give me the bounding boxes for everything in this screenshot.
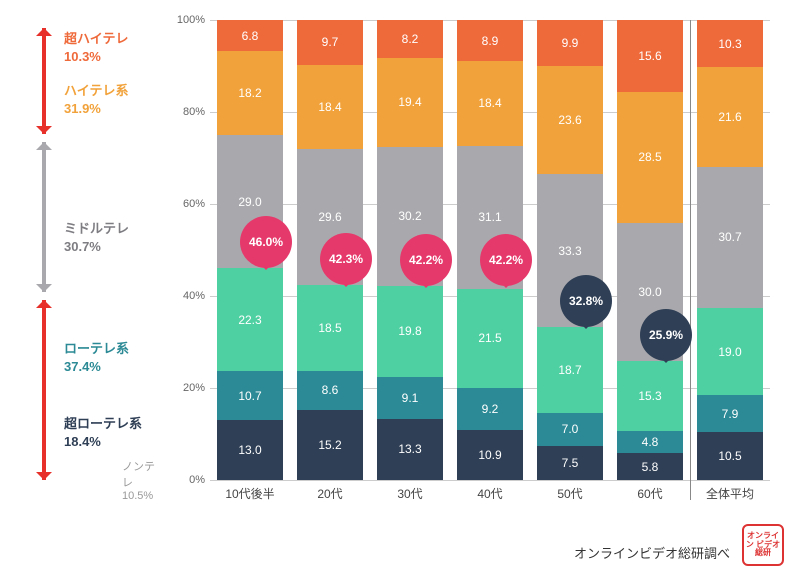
- legend-label: 超ハイテレ: [64, 31, 128, 46]
- bar-segment: 13.0: [217, 420, 283, 480]
- bar-slot: 7.57.018.733.323.69.950代: [530, 20, 610, 480]
- y-tick-label: 80%: [170, 106, 205, 118]
- bar-segment: 8.6: [297, 371, 363, 411]
- arrow-line: [42, 28, 46, 134]
- separator: [690, 20, 691, 500]
- legend-nontere: ノンテレ 10.5%: [122, 458, 164, 502]
- bar-segment: 8.2: [377, 20, 443, 58]
- callout-bubble: 46.0%: [240, 216, 292, 268]
- bar-segment: 10.9: [457, 430, 523, 480]
- stacked-bar: 7.57.018.733.323.69.9: [537, 20, 603, 480]
- callout-bubble: 25.9%: [640, 309, 692, 361]
- bar-slot: 10.57.919.030.721.610.3全体平均: [690, 20, 770, 480]
- bar-segment: 9.1: [377, 377, 443, 419]
- bar-segment: 13.3: [377, 419, 443, 480]
- x-tick-label: 40代: [450, 485, 530, 502]
- legend-label: ハイテレ系: [64, 83, 128, 98]
- bar-segment: 9.9: [537, 20, 603, 66]
- arrow-line: [42, 300, 46, 480]
- bar-segment: 10.5: [697, 432, 763, 480]
- stacked-bar: 5.84.815.330.028.515.6: [617, 20, 683, 480]
- bar-segment: 10.3: [697, 20, 763, 67]
- plot: 0%20%40%60%80%100% 13.010.722.329.018.26…: [210, 20, 770, 480]
- arrow-line: [42, 142, 46, 292]
- legend-pct: 37.4%: [64, 359, 101, 374]
- legend-label: 超ローテレ系: [64, 416, 142, 431]
- x-tick-label: 30代: [370, 485, 450, 502]
- legend-panel: 超ハイテレ 10.3% ハイテレ系 31.9% ミドルテレ 30.7% ローテレ系 37.4%…: [14, 20, 164, 510]
- x-tick-label: 10代後半: [210, 485, 290, 502]
- bar-segment: 21.5: [457, 289, 523, 388]
- y-tick-label: 40%: [170, 290, 205, 302]
- bar-segment: 18.5: [297, 285, 363, 370]
- legend-label: ミドルテレ: [64, 221, 129, 236]
- bar-segment: 7.5: [537, 446, 603, 481]
- bar-segment: 19.0: [697, 308, 763, 395]
- callout-bubble: 42.2%: [480, 234, 532, 286]
- bar-segment: 7.9: [697, 395, 763, 431]
- callout-bubble: 42.2%: [400, 234, 452, 286]
- legend-item: ハイテレ系 31.9%: [64, 82, 128, 118]
- callout-bubble: 32.8%: [560, 275, 612, 327]
- y-tick-label: 20%: [170, 382, 205, 394]
- grid-line: [210, 480, 770, 481]
- bar-segment: 18.4: [457, 61, 523, 146]
- bar-segment: 4.8: [617, 431, 683, 453]
- arrow-head-down-icon: [36, 472, 52, 488]
- legend-item: 超ローテレ系 18.4%: [64, 415, 142, 451]
- x-tick-label: 50代: [530, 485, 610, 502]
- legend-item: 超ハイテレ 10.3%: [64, 30, 128, 66]
- stamp-icon: オンライン ビデオ 総研: [742, 524, 784, 566]
- footer-credit: オンラインビデオ総研調べ: [574, 543, 730, 562]
- nontere-pct: 10.5%: [122, 490, 153, 502]
- bar-segment: 15.2: [297, 410, 363, 480]
- bar-segment: 30.7: [697, 167, 763, 308]
- bar-segment: 28.5: [617, 92, 683, 223]
- bar-segment: 21.6: [697, 67, 763, 166]
- y-tick-label: 0%: [170, 474, 205, 486]
- bar-segment: 8.9: [457, 20, 523, 61]
- legend-pct: 10.3%: [64, 49, 101, 64]
- bar-segment: 18.7: [537, 327, 603, 413]
- legend-label: ローテレ系: [64, 341, 129, 356]
- bar-segment: 5.8: [617, 453, 683, 480]
- arrow-head-up-icon: [36, 134, 52, 150]
- bar-segment: 18.2: [217, 51, 283, 135]
- bar-segment: 9.7: [297, 20, 363, 65]
- bar-segment: 19.8: [377, 286, 443, 377]
- legend-item: ローテレ系 37.4%: [64, 340, 129, 376]
- bar-segment: 9.2: [457, 388, 523, 430]
- bar-segment: 23.6: [537, 66, 603, 175]
- nontere-label: ノンテレ: [122, 461, 155, 489]
- x-tick-label: 60代: [610, 485, 690, 502]
- y-tick-label: 60%: [170, 198, 205, 210]
- arrow-head-up-icon: [36, 20, 52, 36]
- x-tick-label: 20代: [290, 485, 370, 502]
- bar-segment: 19.4: [377, 58, 443, 147]
- stacked-bar: 10.57.919.030.721.610.3: [697, 20, 763, 480]
- legend-pct: 18.4%: [64, 434, 101, 449]
- x-tick-label: 全体平均: [690, 485, 770, 502]
- bar-slot: 5.84.815.330.028.515.660代: [610, 20, 690, 480]
- bar-segment: 6.8: [217, 20, 283, 51]
- bar-segment: 10.7: [217, 371, 283, 420]
- y-tick-label: 100%: [170, 14, 205, 26]
- bar-segment: 15.3: [617, 361, 683, 431]
- bar-segment: 22.3: [217, 268, 283, 371]
- legend-pct: 31.9%: [64, 101, 101, 116]
- bar-segment: 7.0: [537, 413, 603, 445]
- legend-pct: 30.7%: [64, 239, 101, 254]
- chart-area: 0%20%40%60%80%100% 13.010.722.329.018.26…: [170, 20, 770, 510]
- bar-segment: 15.6: [617, 20, 683, 92]
- arrow-head-up-icon: [36, 292, 52, 308]
- bar-segment: 18.4: [297, 65, 363, 150]
- legend-item: ミドルテレ 30.7%: [64, 220, 129, 256]
